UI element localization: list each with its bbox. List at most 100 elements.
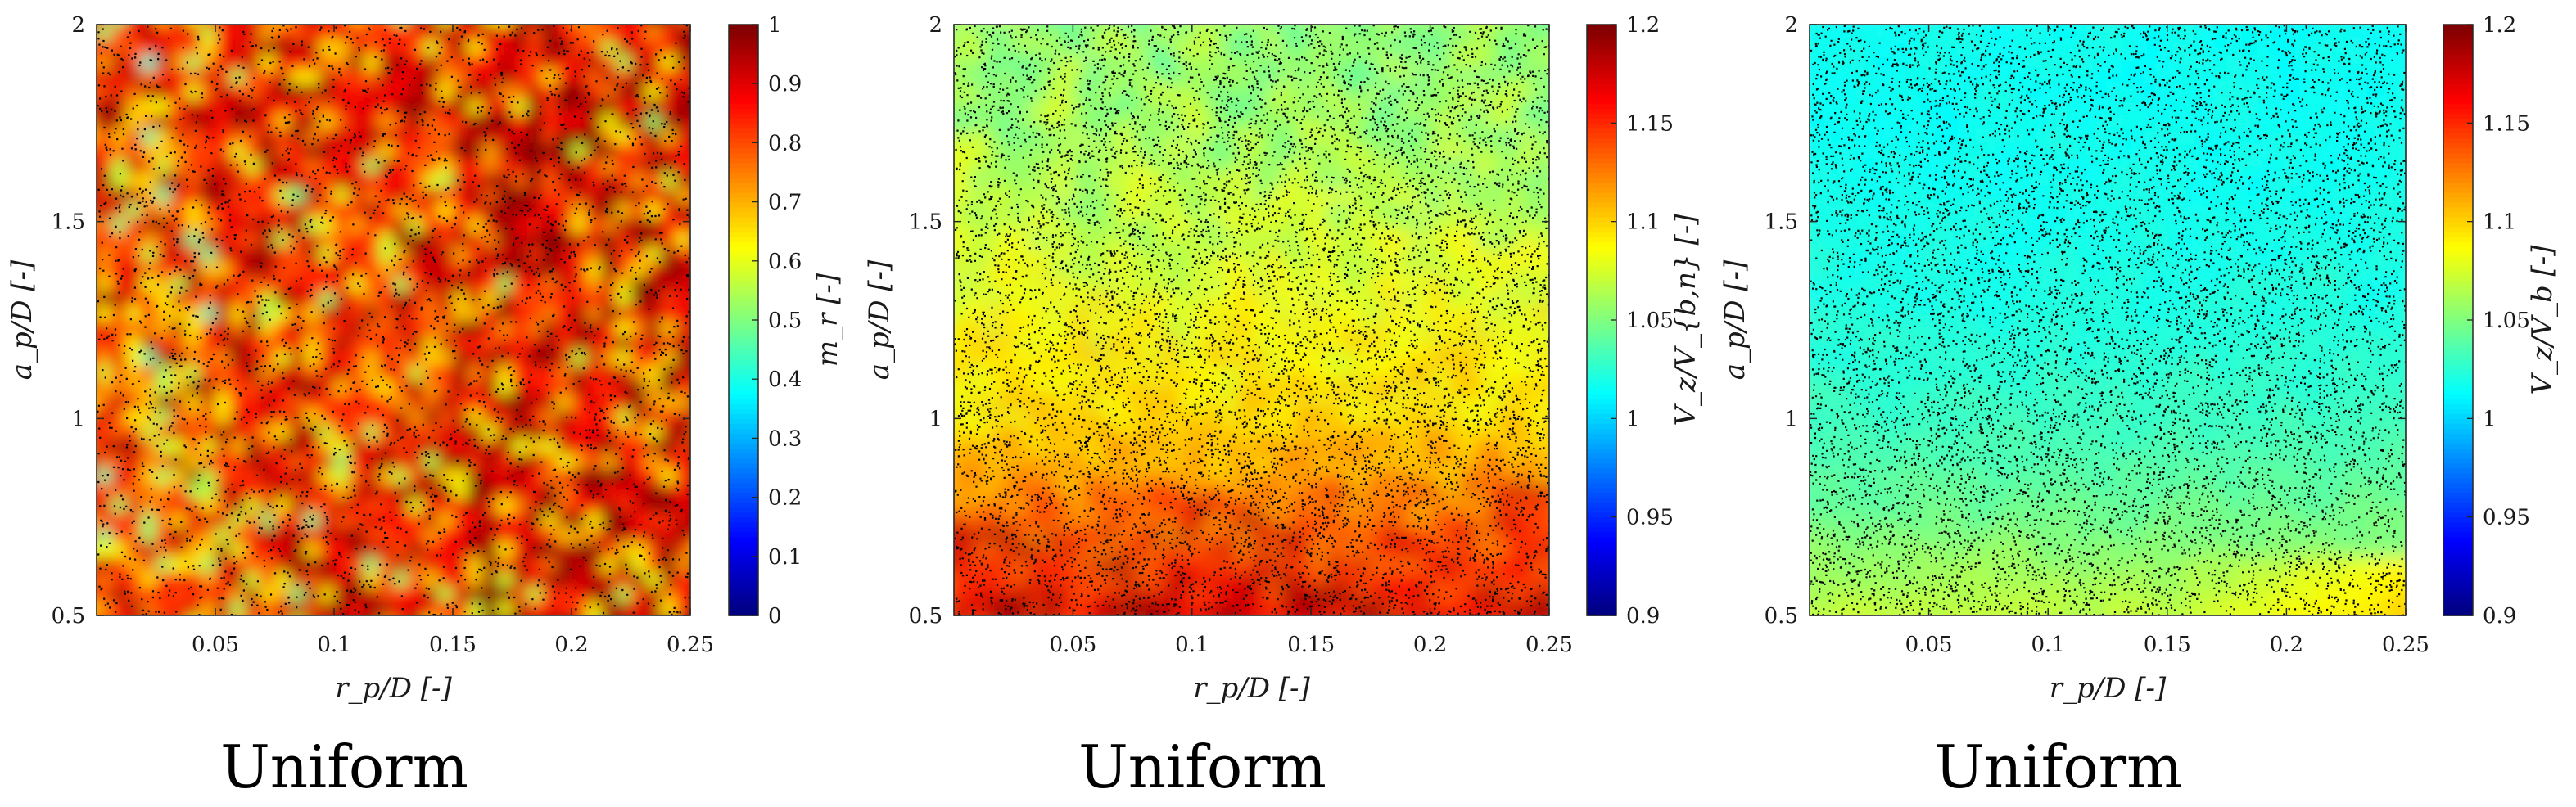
heatmap-cell (82, 483, 97, 498)
heatmap-cell (304, 335, 320, 351)
x-tick-label: 0.2 (554, 633, 588, 657)
heatmap-cell (156, 69, 172, 85)
heatmap-cell (1504, 394, 1521, 410)
heatmap-cell (675, 216, 690, 232)
heatmap-cell (349, 408, 365, 425)
heatmap-cell (2167, 98, 2183, 115)
heatmap-cell (1252, 10, 1268, 25)
heatmap-cell (289, 364, 305, 381)
heatmap-cell (423, 246, 439, 262)
heatmap-cell (1087, 201, 1104, 218)
heatmap-cell (1988, 320, 2004, 336)
heatmap-cell (645, 172, 662, 188)
heatmap-cell (1177, 482, 1193, 498)
heatmap-cell (541, 275, 558, 291)
heatmap-cell (245, 275, 261, 291)
heatmap-cell (969, 201, 985, 218)
heatmap-cell (556, 201, 572, 218)
heatmap-cell (1043, 423, 1060, 440)
heatmap-cell (1415, 25, 1431, 41)
heatmap-cell (1191, 128, 1208, 144)
heatmap-cell (675, 304, 690, 321)
heatmap-cell (2063, 423, 2079, 440)
heatmap-cell (1191, 349, 1208, 366)
heatmap-cell (2108, 304, 2124, 321)
heatmap-cell (1988, 497, 2004, 513)
heatmap-cell (1132, 601, 1149, 615)
heatmap-cell (170, 54, 187, 70)
heatmap-cell (2137, 98, 2153, 115)
heatmap-cell (274, 246, 291, 262)
heatmap-cell (1340, 260, 1357, 277)
heatmap-cell (1162, 39, 1178, 56)
heatmap-cell (1795, 586, 1810, 602)
heatmap-cell (423, 335, 439, 351)
heatmap-cell (1191, 172, 1208, 188)
heatmap-cell (1899, 157, 1915, 174)
heatmap-cell (2137, 275, 2153, 291)
heatmap-cell (1326, 467, 1342, 484)
heatmap-cell (349, 142, 365, 159)
heatmap-cell (1326, 157, 1342, 174)
heatmap-cell (1222, 142, 1238, 159)
heatmap-cell (1400, 54, 1417, 70)
heatmap-cell (438, 615, 454, 631)
heatmap-cell (289, 320, 305, 336)
heatmap-cell (1973, 541, 1990, 557)
heatmap-cell (1043, 512, 1060, 528)
heatmap-cell (1869, 541, 1885, 557)
colorbar-segment (729, 98, 758, 105)
heatmap-cell (675, 497, 690, 513)
heatmap-cell (126, 526, 142, 543)
heatmap-cell (1430, 142, 1446, 159)
heatmap-cell (393, 25, 409, 41)
heatmap-cell (1340, 349, 1357, 366)
heatmap-cell (215, 526, 232, 543)
heatmap-cell (437, 585, 454, 602)
heatmap-cell (1311, 379, 1327, 395)
heatmap-cell (2077, 260, 2094, 277)
colorbar-segment (729, 320, 758, 326)
heatmap-cell (572, 526, 588, 543)
heatmap-cell (141, 69, 157, 85)
colorbar-segment (1587, 482, 1616, 489)
heatmap-cell (1370, 320, 1387, 336)
heatmap-cell (1147, 113, 1164, 129)
heatmap-cell (185, 379, 201, 395)
y-tick-label: 2 (71, 13, 85, 38)
heatmap-cell (1281, 585, 1297, 602)
heatmap-cell (319, 187, 335, 203)
heatmap-cell (1519, 320, 1535, 336)
heatmap-cell (2077, 201, 2094, 218)
heatmap-cell (2152, 438, 2168, 454)
heatmap-cell (1899, 275, 1915, 291)
heatmap-cell (1073, 157, 1089, 174)
heatmap-cell (2152, 320, 2168, 336)
heatmap-cell (1519, 157, 1535, 174)
heatmap-cell (1340, 246, 1357, 262)
colorbar-segment (729, 128, 758, 134)
heatmap-cell (630, 556, 647, 572)
heatmap-cell (1869, 556, 1885, 572)
heatmap-cell (2077, 364, 2094, 381)
heatmap-cell (453, 157, 469, 174)
heatmap-cell (393, 512, 409, 528)
heatmap-cell (954, 379, 955, 395)
heatmap-cell (645, 585, 662, 602)
heatmap-cell (408, 25, 424, 41)
heatmap-cell (1087, 275, 1104, 291)
heatmap-cell (690, 25, 706, 40)
heatmap-cell (1899, 216, 1915, 232)
heatmap-cell (260, 113, 276, 129)
heatmap-cell (1943, 335, 1959, 351)
heatmap-cell (1147, 526, 1164, 543)
heatmap-cell (675, 512, 690, 528)
heatmap-cell (1013, 438, 1029, 454)
heatmap-cell (2167, 497, 2183, 513)
heatmap-cell (998, 275, 1015, 291)
heatmap-cell (1444, 246, 1461, 262)
heatmap-cell (541, 482, 558, 498)
heatmap-cell (969, 349, 985, 366)
heatmap-cell (1103, 615, 1119, 631)
colorbar-segment (1587, 379, 1616, 385)
